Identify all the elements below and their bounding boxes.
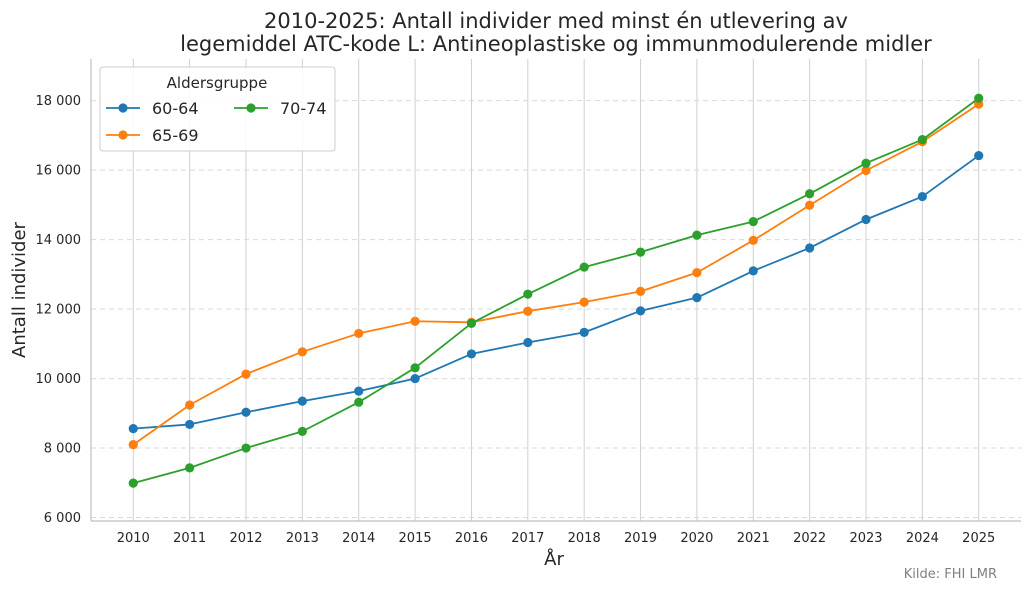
y-tick-label: 16 000 <box>36 164 82 179</box>
y-tick-label: 12 000 <box>36 303 82 318</box>
data-point-65-69-2023 <box>861 165 871 176</box>
data-point-60-64-2013 <box>297 396 307 406</box>
legend-item-70-74: 70-74 <box>234 99 327 118</box>
series-line-70-74 <box>133 97 980 485</box>
data-point-60-64-2024 <box>917 191 927 202</box>
legend-frame <box>99 66 336 152</box>
x-tick-label: 2020 <box>680 531 713 546</box>
x-tick-label: 2025 <box>962 531 995 546</box>
data-point-70-74-2025 <box>974 93 984 103</box>
x-tick-label: 2015 <box>399 531 432 546</box>
data-point-70-74-2010 <box>128 478 138 488</box>
data-point-70-74-2018 <box>579 262 589 272</box>
x-tick-label: 2017 <box>511 531 544 546</box>
data-point-70-74-2021 <box>748 216 758 227</box>
x-tick-label: 2016 <box>455 531 488 546</box>
series-group <box>128 93 984 488</box>
y-tick-label: 14 000 <box>36 233 82 248</box>
data-point-60-64-2017 <box>523 337 533 348</box>
data-point-65-69-2011 <box>185 400 195 410</box>
data-point-70-74-2016 <box>466 318 477 328</box>
x-tick-label: 2011 <box>173 531 206 546</box>
data-point-60-64-2012 <box>241 407 251 417</box>
x-tick-label: 2018 <box>568 531 601 546</box>
data-point-65-69-2014 <box>354 328 364 339</box>
series-line-60-64 <box>133 154 980 430</box>
x-tick-label: 2013 <box>286 531 319 546</box>
data-point-70-74-2015 <box>410 363 420 373</box>
data-point-65-69-2012 <box>241 369 251 379</box>
y-tick-label: 6 000 <box>44 511 81 526</box>
legend-label: 65-69 <box>152 126 199 145</box>
data-point-65-69-2020 <box>692 268 702 278</box>
y-tick-label: 8 000 <box>44 442 81 457</box>
legend-label: 70-74 <box>280 99 327 118</box>
chart-title-line-2: legemiddel ATC-kode L: Antineoplastiske … <box>180 32 932 56</box>
x-axis-label: År <box>544 548 564 570</box>
data-point-70-74-2014 <box>354 397 364 407</box>
x-tick-label: 2012 <box>229 531 262 546</box>
x-tick-label: 2014 <box>342 531 375 546</box>
data-point-60-64-2021 <box>748 266 758 276</box>
data-point-70-74-2012 <box>241 443 251 453</box>
data-point-65-69-2022 <box>805 200 815 210</box>
x-tick-label: 2021 <box>737 531 770 546</box>
legend-item-60-64: 60-64 <box>106 99 199 118</box>
axes <box>90 59 1021 522</box>
data-point-65-69-2017 <box>523 306 533 316</box>
data-point-60-64-2025 <box>974 150 984 161</box>
series-line-65-69 <box>132 103 980 446</box>
data-point-65-69-2013 <box>297 347 307 357</box>
data-point-60-64-2015 <box>410 373 420 384</box>
data-point-60-64-2016 <box>466 349 477 359</box>
data-point-60-64-2023 <box>861 214 871 225</box>
data-point-60-64-2014 <box>354 386 364 396</box>
data-point-70-74-2017 <box>523 289 533 299</box>
data-point-65-69-2018 <box>579 297 589 307</box>
data-point-60-64-2019 <box>635 306 646 316</box>
data-point-70-74-2023 <box>861 158 871 168</box>
x-tick-label: 2019 <box>624 531 657 546</box>
y-axis-label: Antall individer <box>9 221 30 358</box>
y-tick-label: 10 000 <box>36 372 82 387</box>
series-70-74 <box>128 93 984 488</box>
y-tick-label: 18 000 <box>36 94 82 109</box>
data-point-70-74-2022 <box>805 189 815 199</box>
x-tick-label: 2023 <box>849 531 882 546</box>
x-tick-label: 2024 <box>906 531 939 546</box>
legend-marker <box>246 103 256 113</box>
data-point-65-69-2021 <box>748 235 758 245</box>
legend-item-65-69: 65-69 <box>106 126 199 145</box>
legend-title: Aldersgruppe <box>167 74 268 92</box>
data-point-65-69-2019 <box>635 286 646 296</box>
chart-title-line-1: 2010-2025: Antall individer med minst én… <box>264 9 848 33</box>
legend-label: 60-64 <box>152 99 199 118</box>
x-tick-labels: 2010 2011 2012 2013 2014 2015 2016 2017 2018 2019… <box>117 531 996 546</box>
y-tick-labels: 6 000 8 000 10 000 12 000 14 000 16 000 18 000 <box>36 94 82 526</box>
data-point-60-64-2010 <box>128 424 138 434</box>
source-note: Kilde: FHI LMR <box>904 567 997 582</box>
series-65-69 <box>128 99 984 450</box>
data-point-60-64-2020 <box>692 293 702 303</box>
x-tick-label: 2010 <box>117 531 150 546</box>
data-point-60-64-2011 <box>185 419 195 430</box>
data-point-65-69-2010 <box>128 439 138 450</box>
data-point-70-74-2013 <box>297 426 307 436</box>
data-point-70-74-2024 <box>917 134 927 145</box>
legend-marker <box>118 130 128 140</box>
legend: Aldersgruppe 60-64 65-69 70-74 <box>99 66 336 152</box>
series-60-64 <box>128 150 984 434</box>
data-point-70-74-2020 <box>692 230 702 240</box>
data-point-70-74-2011 <box>185 463 195 473</box>
data-point-60-64-2022 <box>805 243 815 253</box>
data-point-70-74-2019 <box>635 247 646 257</box>
data-point-60-64-2018 <box>579 327 589 337</box>
legend-marker <box>118 103 128 113</box>
x-tick-label: 2022 <box>793 531 826 546</box>
data-point-65-69-2015 <box>410 316 420 326</box>
